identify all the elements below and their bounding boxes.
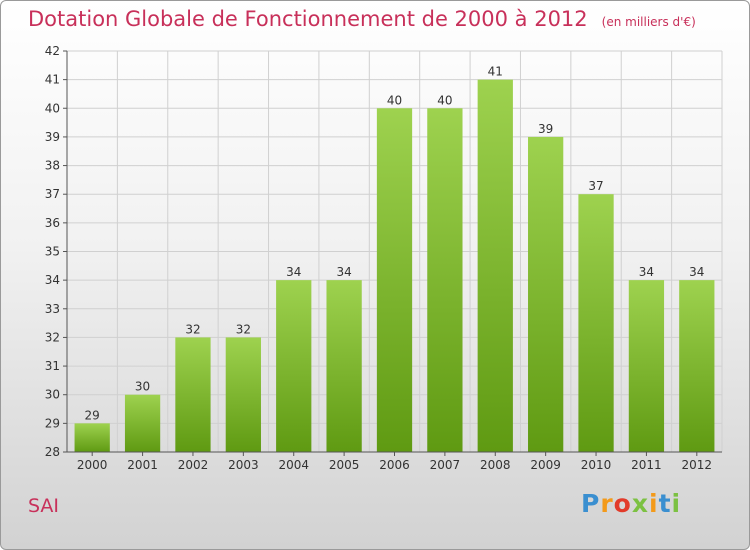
y-tick-label: 31 xyxy=(45,359,60,373)
logo-letter: P xyxy=(581,489,601,518)
y-tick-label: 28 xyxy=(45,445,60,459)
logo-letter: x xyxy=(631,489,649,518)
bar-2004[interactable] xyxy=(276,280,312,452)
bar-2008[interactable] xyxy=(477,79,513,453)
x-tick-label-2009: 2009 xyxy=(530,458,561,472)
bar-2011[interactable] xyxy=(628,280,665,452)
labels: 29 30 32 32 34 34 40 40 41 39 37 34 34 xyxy=(85,65,705,423)
x-tick-label-2004: 2004 xyxy=(278,458,309,472)
chart-title-block: Dotation Globale de Fonctionnement de 20… xyxy=(28,7,696,31)
data-label-2000: 29 xyxy=(85,408,100,422)
data-label-2003: 32 xyxy=(236,322,251,336)
bar-2009[interactable] xyxy=(528,136,564,452)
chart-title: Dotation Globale de Fonctionnement de 20… xyxy=(28,7,588,31)
data-label-2008: 41 xyxy=(488,65,503,79)
bar-2000[interactable] xyxy=(74,423,110,452)
x-tick-label-2003: 2003 xyxy=(228,458,259,472)
y-tick-label: 36 xyxy=(45,216,60,230)
y-tick-label: 30 xyxy=(45,388,60,402)
data-label-2012: 34 xyxy=(689,265,704,279)
logo-letter: t xyxy=(658,489,672,518)
x-tick-label-2002: 2002 xyxy=(178,458,209,472)
axes: 28 29 30 31 32 33 34 35 36 37 38 39 40 41 42 2000 2001 20… xyxy=(45,44,722,472)
bar-2001[interactable] xyxy=(124,394,161,452)
y-tick-label: 34 xyxy=(45,273,60,287)
x-tick-label-2008: 2008 xyxy=(480,458,511,472)
y-tick-label: 38 xyxy=(45,159,60,173)
chart-unit: (en milliers d'€) xyxy=(601,15,696,29)
y-tick-label: 39 xyxy=(45,130,60,144)
data-label-2001: 30 xyxy=(135,380,150,394)
bar-2003[interactable] xyxy=(225,337,261,452)
x-tick-label-2005: 2005 xyxy=(329,458,360,472)
x-tick-label-2001: 2001 xyxy=(127,458,158,472)
y-tick-label: 33 xyxy=(45,302,60,316)
bar-2006[interactable] xyxy=(376,108,413,453)
data-label-2002: 32 xyxy=(185,322,200,336)
y-tick-label: 32 xyxy=(45,330,60,344)
x-tick-label-2011: 2011 xyxy=(631,458,662,472)
data-label-2009: 39 xyxy=(538,122,553,136)
data-label-2006: 40 xyxy=(387,93,402,107)
bar-2012[interactable] xyxy=(679,280,715,452)
x-tick-label-2010: 2010 xyxy=(581,458,612,472)
logo-letter: i xyxy=(649,489,659,518)
logo-letter: r xyxy=(600,489,614,518)
x-tick-label-2000: 2000 xyxy=(77,458,108,472)
proxiti-logo[interactable]: Proxiti xyxy=(581,489,681,518)
y-tick-label: 37 xyxy=(45,187,60,201)
logo-letter: o xyxy=(613,489,632,518)
bars xyxy=(74,79,715,453)
x-tick-label-2012: 2012 xyxy=(682,458,713,472)
data-label-2011: 34 xyxy=(639,265,654,279)
y-tick-label: 42 xyxy=(45,44,60,58)
y-tick-label: 40 xyxy=(45,101,60,115)
data-label-2005: 34 xyxy=(336,265,351,279)
commune-name: SAI xyxy=(28,495,60,517)
x-tick-label-2007: 2007 xyxy=(430,458,461,472)
x-tick-label-2006: 2006 xyxy=(379,458,410,472)
bar-2002[interactable] xyxy=(175,337,211,452)
bar-2007[interactable] xyxy=(427,108,463,453)
logo-letter: i xyxy=(671,489,682,518)
data-label-2010: 37 xyxy=(588,179,603,193)
y-tick-label: 29 xyxy=(45,416,60,430)
bar-2010[interactable] xyxy=(578,194,614,452)
data-label-2007: 40 xyxy=(437,93,452,107)
data-label-2004: 34 xyxy=(286,265,301,279)
y-tick-label: 35 xyxy=(45,245,60,259)
bar-2005[interactable] xyxy=(326,280,362,452)
y-tick-label: 41 xyxy=(45,73,60,87)
